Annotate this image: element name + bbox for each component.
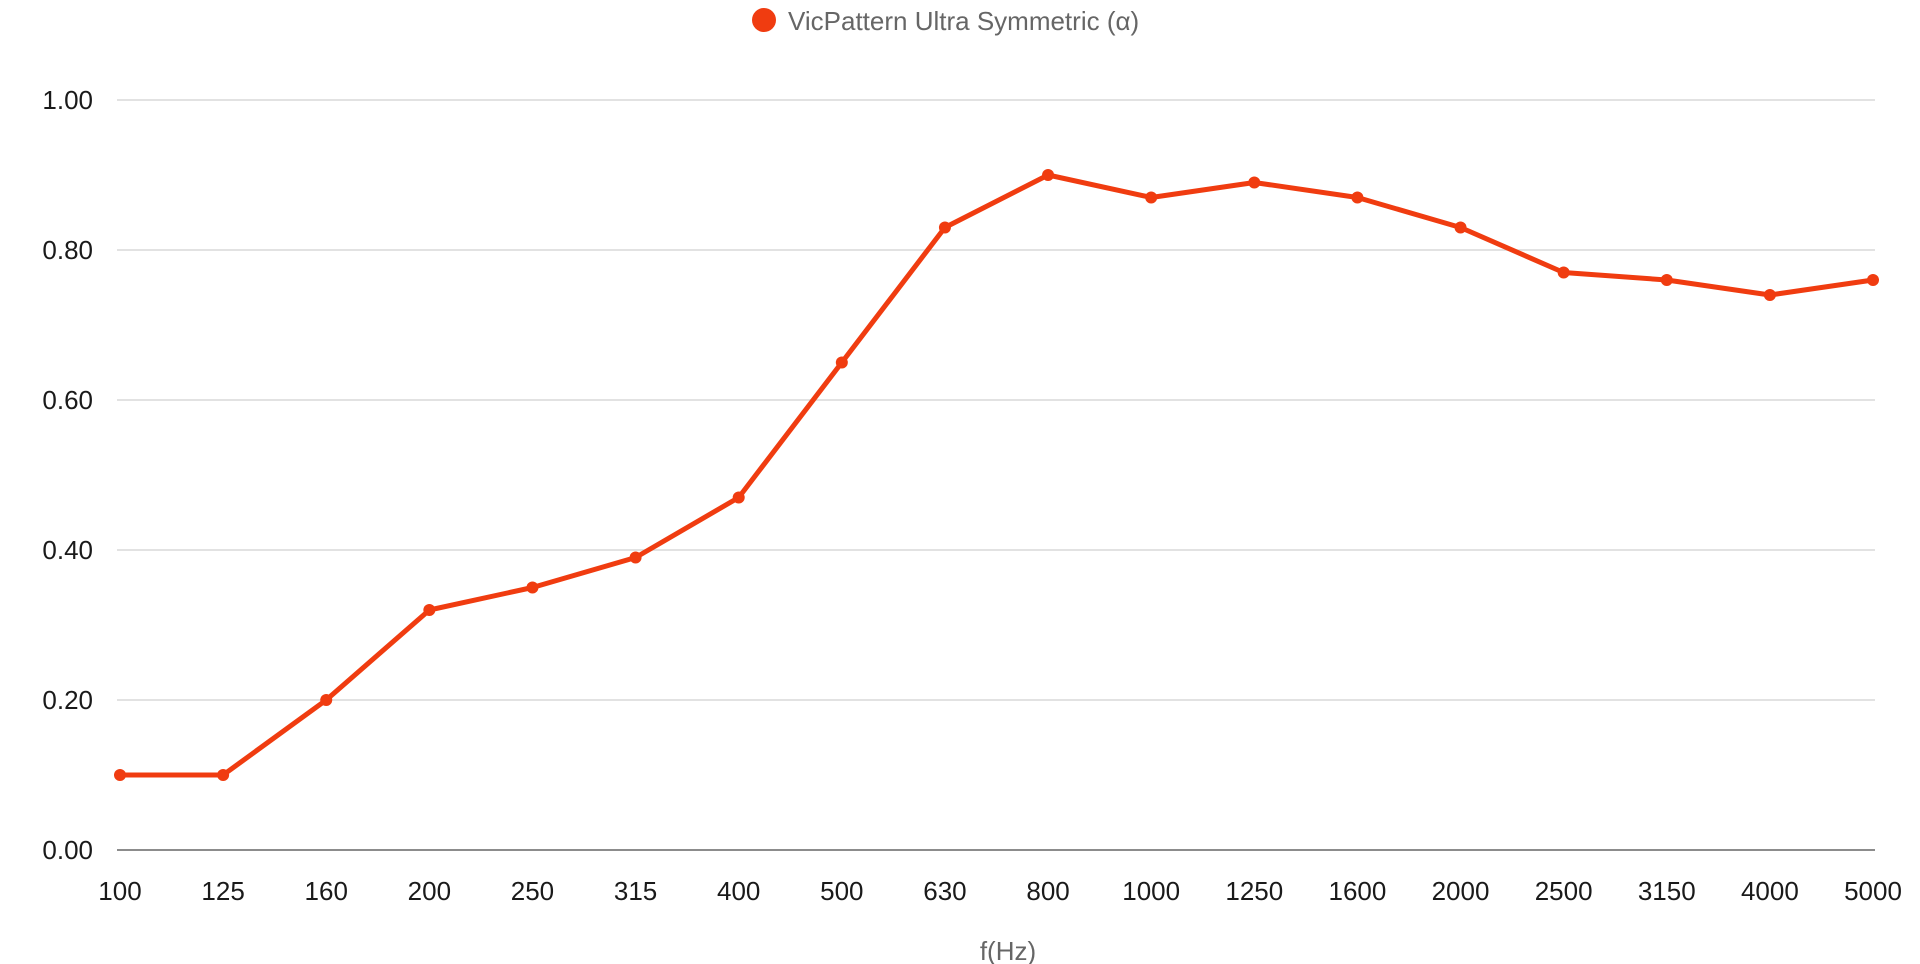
series-group — [114, 169, 1879, 781]
y-tick-label: 0.60 — [42, 385, 93, 415]
grid — [117, 99, 1875, 851]
x-axis-tick-labels: 100 125 160 200 250 315 400 500 630 800 1000 1250 16… — [98, 876, 1902, 906]
x-tick-label: 400 — [717, 876, 760, 906]
x-tick-label: 315 — [614, 876, 657, 906]
y-tick-label: 0.20 — [42, 685, 93, 715]
data-point[interactable] — [1454, 221, 1467, 234]
data-point[interactable] — [629, 551, 642, 564]
data-point[interactable] — [1763, 289, 1776, 301]
y-axis-tick-labels: 0.00 0.20 0.40 0.60 0.80 1.00 — [42, 85, 93, 865]
data-point[interactable] — [1557, 266, 1570, 279]
legend-label: VicPattern Ultra Symmetric (α) — [788, 6, 1139, 36]
x-tick-label: 2500 — [1535, 876, 1593, 906]
x-tick-label: 4000 — [1741, 876, 1799, 906]
data-point[interactable] — [1248, 176, 1261, 189]
x-axis-title: f(Hz) — [980, 936, 1036, 964]
series-line — [117, 172, 1876, 778]
data-point[interactable] — [1660, 274, 1673, 286]
legend-swatch-icon — [752, 8, 776, 32]
y-tick-label: 0.40 — [42, 535, 93, 565]
x-tick-label: 1600 — [1328, 876, 1386, 906]
legend: VicPattern Ultra Symmetric (α) — [752, 6, 1139, 36]
data-point[interactable] — [1867, 274, 1879, 286]
data-point[interactable] — [114, 769, 126, 781]
x-tick-label: 630 — [923, 876, 966, 906]
data-point[interactable] — [423, 604, 436, 616]
x-tick-label: 800 — [1026, 876, 1069, 906]
x-tick-label: 1000 — [1122, 876, 1180, 906]
data-point[interactable] — [1042, 169, 1055, 181]
x-tick-label: 3150 — [1638, 876, 1696, 906]
data-point[interactable] — [732, 491, 745, 504]
x-tick-label: 250 — [511, 876, 554, 906]
data-point[interactable] — [1145, 191, 1158, 204]
data-point[interactable] — [217, 769, 230, 781]
y-tick-label: 1.00 — [42, 85, 93, 115]
x-tick-label: 100 — [98, 876, 141, 906]
data-point[interactable] — [320, 694, 333, 706]
data-point[interactable] — [938, 221, 951, 234]
data-point[interactable] — [1351, 191, 1364, 204]
x-tick-label: 125 — [201, 876, 244, 906]
y-tick-label: 0.00 — [42, 835, 93, 865]
x-tick-label: 500 — [820, 876, 863, 906]
y-tick-label: 0.80 — [42, 235, 93, 265]
x-tick-label: 1250 — [1225, 876, 1283, 906]
x-tick-label: 5000 — [1844, 876, 1902, 906]
data-point[interactable] — [835, 356, 848, 369]
data-point[interactable] — [526, 581, 539, 594]
x-tick-label: 200 — [408, 876, 451, 906]
x-tick-label: 2000 — [1432, 876, 1490, 906]
x-tick-label: 160 — [305, 876, 348, 906]
